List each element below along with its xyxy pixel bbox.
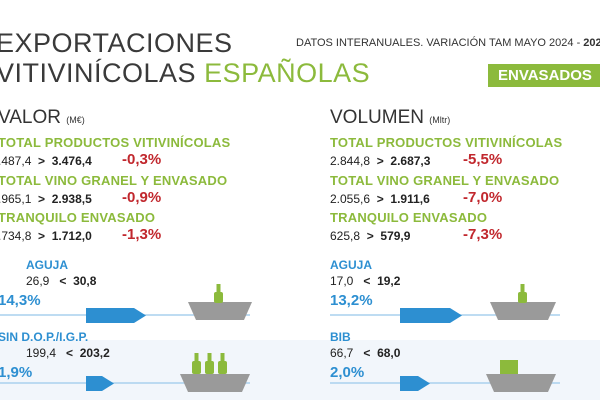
volumen-row-1-cmp: > <box>376 154 384 168</box>
volumen-row-3-label: TRANQUILO ENVASADO <box>330 210 488 225</box>
arrow-body-icon <box>86 308 134 323</box>
volumen-item-2-cmp: < <box>363 346 371 360</box>
volumen-row-2-label: TOTAL VINO GRANEL Y ENVASADO <box>330 173 560 188</box>
volumen-row-2-cmp: > <box>376 192 384 206</box>
volumen-row-3-to: 579,9 <box>380 229 411 243</box>
bottle-icon <box>192 361 201 374</box>
ship-hull-icon <box>486 374 556 392</box>
valor-row-2-from: .965,1 <box>0 192 32 206</box>
volumen-row-3-values: 625,8 > 579,9 <box>330 229 410 243</box>
title-word-vitivinicolas: VITIVINÍCOLAS <box>0 58 197 88</box>
valor-row-3-from: .734,8 <box>0 229 32 243</box>
volumen-row-1-pct: -5,5% <box>463 151 503 168</box>
volumen-row-3-pct: -7,3% <box>463 226 503 243</box>
title-word-espanolas: ESPAÑOLAS <box>204 58 371 88</box>
valor-item-2-values: 199,4 < 203,2 <box>26 346 110 360</box>
valor-row-1-values: .487,4 > 3.476,4 <box>0 154 92 168</box>
valor-row-2-values: .965,1 > 2.938,5 <box>0 192 92 206</box>
title-line-2: VITIVINÍCOLAS ESPAÑOLAS <box>0 58 370 88</box>
bottle-icon <box>214 292 223 303</box>
volumen-row-2-to: 1.911,6 <box>390 192 430 206</box>
volumen-row-1-label: TOTAL PRODUCTOS VITIVINÍCOLAS <box>330 135 563 150</box>
volumen-row-1-values: 2.844,8 > 2.687,3 <box>330 154 430 168</box>
valor-heading-text: VALOR <box>0 107 62 128</box>
volumen-unit: (Mltr) <box>429 115 451 125</box>
bottle-icon <box>518 292 527 303</box>
arrow-body-icon <box>86 376 102 391</box>
volumen-row-3-from: 625,8 <box>330 229 361 243</box>
subtitle-text: DATOS INTERANUALES. VARIACIÓN TAM MAYO 2… <box>296 37 584 49</box>
arrow-head-icon <box>102 376 114 391</box>
valor-item-2-from: 199,4 <box>26 346 57 360</box>
valor-item-2-cmp: < <box>66 346 74 360</box>
valor-item-2-to: 203,2 <box>79 346 110 360</box>
valor-row-2-cmp: > <box>38 192 46 206</box>
volumen-item-2-pct: 2,0% <box>330 364 365 381</box>
valor-item-1-pct: 14,3% <box>0 292 41 309</box>
valor-row-1-to: 3.476,4 <box>51 154 92 168</box>
volumen-item-2-from: 66,7 <box>330 346 354 360</box>
title-line-1: EXPORTACIONES <box>0 28 233 58</box>
volumen-bib-graphic <box>330 360 560 392</box>
volumen-item-1-from: 17,0 <box>330 274 354 288</box>
valor-item-1-from: 26,9 <box>26 274 50 288</box>
valor-row-1-pct: -0,3% <box>122 151 162 168</box>
volumen-row-1-from: 2.844,8 <box>330 154 371 168</box>
valor-row-2-to: 2.938,5 <box>51 192 92 206</box>
valor-item-1-to: 30,8 <box>73 274 97 288</box>
bottle-icon <box>218 361 227 374</box>
valor-aguja-graphic <box>0 284 252 323</box>
arrow-head-icon <box>418 376 430 391</box>
volumen-item-1-to: 19,2 <box>377 274 401 288</box>
valor-item-2-pct: 1,9% <box>0 364 33 381</box>
ship-hull-icon <box>490 302 556 320</box>
valor-row-3-values: .734,8 > 1.712,0 <box>0 229 92 243</box>
valor-row-1-label: TOTAL PRODUCTOS VITIVINÍCOLAS <box>0 135 231 150</box>
bag-in-box-icon <box>500 360 518 374</box>
valor-row-3-pct: -1,3% <box>122 226 162 243</box>
subtitle-year: 202 <box>583 37 600 49</box>
arrow-body-icon <box>400 308 450 323</box>
ship-hull-icon <box>180 374 250 392</box>
valor-row-2-label: TOTAL VINO GRANEL Y ENVASADO <box>0 173 228 188</box>
envasados-badge: ENVASADOS <box>488 64 600 87</box>
valor-row-1-from: .487,4 <box>0 154 32 168</box>
volumen-item-1-label: AGUJA <box>330 258 373 272</box>
subtitle: DATOS INTERANUALES. VARIACIÓN TAM MAYO 2… <box>296 37 600 49</box>
valor-row-3-cmp: > <box>38 229 46 243</box>
volumen-heading-text: VOLUMEN <box>330 107 424 128</box>
volumen-row-2-from: 2.055,6 <box>330 192 371 206</box>
volumen-item-2-to: 68,0 <box>377 346 401 360</box>
volumen-heading: VOLUMEN (Mltr) <box>330 107 450 129</box>
volumen-row-2-pct: -7,0% <box>463 189 503 206</box>
valor-unit: (M€) <box>66 115 85 125</box>
ship-hull-icon <box>188 302 252 320</box>
volumen-item-1-values: 17,0 < 19,2 <box>330 274 400 288</box>
valor-heading: VALOR (M€) <box>0 107 85 129</box>
valor-row-3-label: TRANQUILO ENVASADO <box>0 210 156 225</box>
volumen-row-1-to: 2.687,3 <box>390 154 431 168</box>
valor-row-3-to: 1.712,0 <box>51 229 92 243</box>
arrow-head-icon <box>134 308 146 323</box>
volumen-aguja-graphic <box>330 284 560 323</box>
volumen-row-2-values: 2.055,6 > 1.911,6 <box>330 192 430 206</box>
valor-sindop-graphic <box>0 353 250 392</box>
arrow-head-icon <box>450 308 462 323</box>
valor-item-2-label: SIN D.O.P./I.G.P. <box>0 330 89 344</box>
volumen-row-3-cmp: > <box>366 229 374 243</box>
valor-item-1-label: AGUJA <box>26 258 69 272</box>
valor-row-1-cmp: > <box>38 154 46 168</box>
volumen-item-1-pct: 13,2% <box>330 292 373 309</box>
arrow-body-icon <box>400 376 418 391</box>
volumen-item-2-values: 66,7 < 68,0 <box>330 346 400 360</box>
valor-item-1-cmp: < <box>59 274 67 288</box>
valor-row-2-pct: -0,9% <box>122 189 162 206</box>
bottle-icon <box>205 361 214 374</box>
volumen-item-1-cmp: < <box>363 274 371 288</box>
volumen-item-2-label: BIB <box>330 330 351 344</box>
valor-item-1-values: 26,9 < 30,8 <box>26 274 96 288</box>
